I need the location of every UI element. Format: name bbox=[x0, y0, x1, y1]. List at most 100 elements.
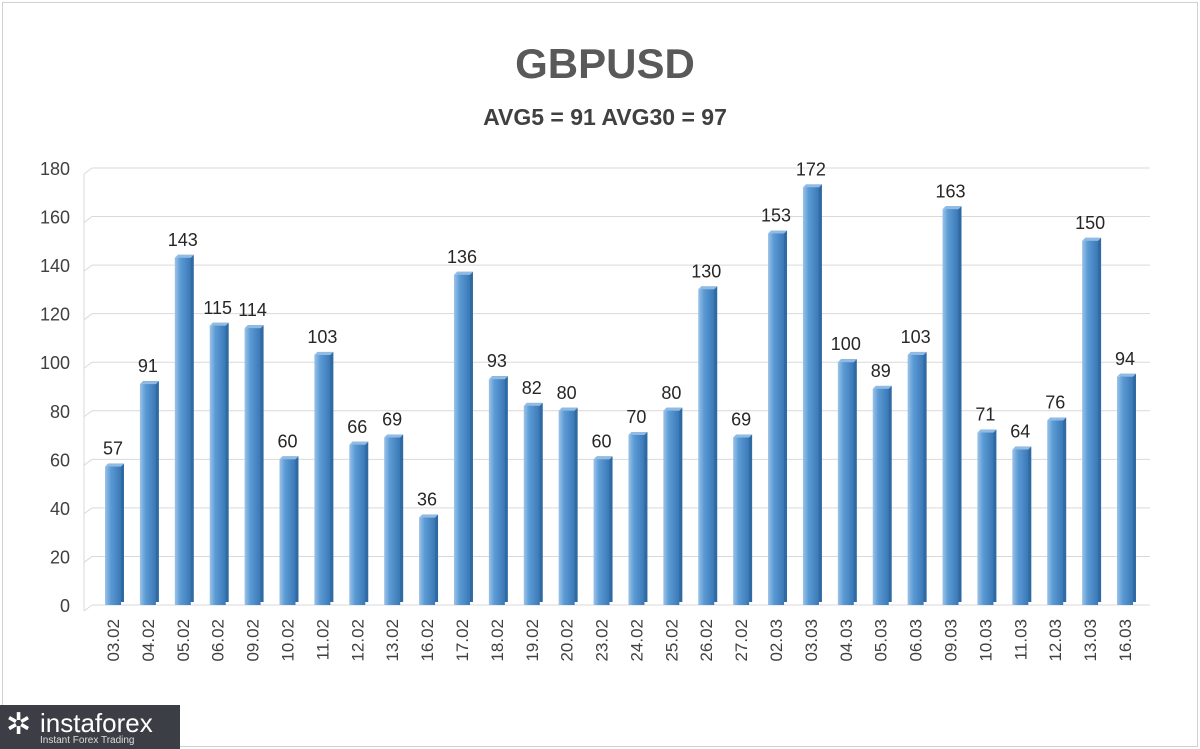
x-tick-label: 03.03 bbox=[802, 619, 821, 662]
bar bbox=[942, 209, 959, 605]
data-label: 82 bbox=[522, 378, 542, 398]
gridline-depth bbox=[83, 556, 93, 563]
bar-top bbox=[663, 407, 683, 411]
bar bbox=[488, 379, 505, 605]
bar-top bbox=[384, 434, 404, 438]
bar bbox=[872, 388, 889, 605]
bar bbox=[279, 459, 296, 605]
bar bbox=[837, 362, 854, 605]
data-label: 71 bbox=[975, 405, 995, 425]
bar bbox=[174, 257, 191, 605]
x-tick-label: 25.02 bbox=[662, 619, 681, 662]
bar-top bbox=[802, 184, 822, 188]
bar bbox=[663, 410, 680, 605]
x-tick-label: 13.02 bbox=[383, 619, 402, 662]
bar-top bbox=[977, 429, 997, 433]
bar bbox=[314, 354, 331, 605]
gridline-depth bbox=[83, 216, 93, 223]
x-tick-label: 10.02 bbox=[278, 619, 297, 662]
bar bbox=[384, 437, 401, 605]
data-label: 80 bbox=[557, 383, 577, 403]
bar bbox=[209, 325, 226, 605]
bar-top bbox=[733, 434, 753, 438]
x-tick-label: 12.02 bbox=[348, 619, 367, 662]
data-label: 114 bbox=[238, 300, 267, 320]
data-label: 64 bbox=[1010, 422, 1030, 442]
logo-tagline: Instant Forex Trading bbox=[40, 735, 135, 746]
bar-top bbox=[1082, 237, 1102, 241]
data-label: 93 bbox=[487, 351, 507, 371]
data-label: 70 bbox=[626, 407, 646, 427]
bar bbox=[593, 459, 610, 605]
data-label: 36 bbox=[417, 490, 437, 510]
bar-top bbox=[279, 456, 299, 460]
x-tick-label: 23.02 bbox=[593, 619, 612, 662]
data-label: 94 bbox=[1115, 349, 1135, 369]
bar-top bbox=[419, 514, 439, 518]
data-label: 150 bbox=[1075, 213, 1105, 233]
bar bbox=[1117, 376, 1133, 605]
bar bbox=[1047, 420, 1064, 605]
bar-top bbox=[244, 325, 264, 329]
bar-top bbox=[453, 271, 473, 275]
y-tick-label: 160 bbox=[40, 208, 70, 228]
data-label: 66 bbox=[347, 417, 367, 437]
data-label: 69 bbox=[731, 409, 751, 429]
bar bbox=[105, 466, 121, 605]
gridline-depth bbox=[83, 167, 93, 175]
bar bbox=[977, 432, 994, 605]
x-tick-label: 13.03 bbox=[1081, 619, 1100, 662]
x-tick-label: 19.02 bbox=[523, 619, 542, 662]
bar-top bbox=[139, 381, 159, 385]
data-label: 143 bbox=[168, 230, 198, 250]
x-tick-label: 12.03 bbox=[1046, 619, 1065, 662]
bar bbox=[1082, 240, 1099, 606]
bar-top bbox=[105, 463, 124, 467]
data-label: 60 bbox=[277, 431, 297, 451]
x-tick-label: 20.02 bbox=[558, 619, 577, 662]
bar-top bbox=[698, 286, 718, 290]
data-label: 100 bbox=[831, 334, 861, 354]
x-tick-label: 17.02 bbox=[453, 619, 472, 662]
data-label: 60 bbox=[592, 431, 612, 451]
bar-top bbox=[558, 407, 578, 411]
instaforex-logo: ✲ instaforex Instant Forex Trading bbox=[0, 705, 180, 749]
x-tick-label: 18.02 bbox=[488, 619, 507, 662]
bar bbox=[558, 410, 575, 605]
gridline-depth bbox=[83, 313, 93, 321]
x-tick-label: 06.02 bbox=[209, 619, 228, 662]
bar-top bbox=[349, 441, 369, 445]
bar bbox=[802, 187, 819, 605]
data-label: 172 bbox=[796, 159, 826, 179]
y-tick-label: 60 bbox=[50, 450, 70, 470]
data-label: 153 bbox=[761, 206, 791, 226]
x-tick-label: 24.02 bbox=[627, 619, 646, 662]
gridline-depth bbox=[83, 458, 93, 466]
x-tick-label: 04.02 bbox=[139, 619, 158, 662]
gridline-depth bbox=[83, 604, 93, 612]
y-tick-label: 80 bbox=[50, 402, 70, 422]
data-label: 163 bbox=[935, 181, 965, 201]
x-tick-label: 27.02 bbox=[732, 619, 751, 662]
bar bbox=[628, 435, 645, 605]
bar bbox=[419, 517, 436, 605]
x-tick-label: 05.03 bbox=[872, 619, 891, 662]
data-label: 69 bbox=[382, 409, 402, 429]
y-tick-label: 100 bbox=[40, 353, 70, 373]
gridline-depth bbox=[83, 264, 93, 272]
x-tick-label: 09.03 bbox=[942, 619, 961, 662]
bar-top bbox=[593, 456, 613, 460]
bar bbox=[139, 384, 156, 605]
bar bbox=[698, 289, 715, 605]
x-tick-label: 04.03 bbox=[837, 619, 856, 662]
data-label: 130 bbox=[691, 261, 721, 281]
x-tick-label: 10.03 bbox=[976, 619, 995, 662]
y-tick-label: 20 bbox=[50, 547, 70, 567]
bar-top bbox=[523, 402, 543, 406]
bar bbox=[349, 444, 366, 605]
y-tick-label: 180 bbox=[40, 159, 70, 179]
bar-top bbox=[942, 206, 962, 210]
y-tick-label: 40 bbox=[50, 499, 70, 519]
data-label: 91 bbox=[138, 356, 158, 376]
